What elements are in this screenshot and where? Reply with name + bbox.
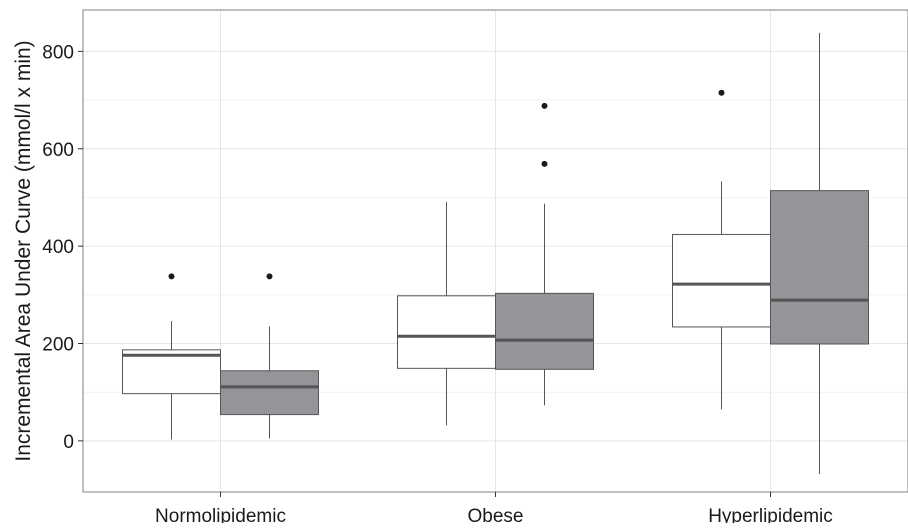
- y-axis-title: Incremental Area Under Curve (mmol/l x m…: [12, 40, 35, 461]
- box-plot: [220, 273, 319, 439]
- y-tick-label: 200: [42, 335, 74, 356]
- box-iqr: [220, 370, 319, 416]
- outlier-point: [168, 273, 175, 280]
- box-iqr: [122, 349, 221, 395]
- box-iqr: [397, 295, 496, 369]
- box-plot: [495, 102, 594, 406]
- y-tick-label: 800: [42, 42, 74, 63]
- y-tick-label: 600: [42, 140, 74, 161]
- box-plot: [397, 201, 496, 426]
- box-iqr: [672, 233, 771, 328]
- x-tick-label: Hyperlipidemic: [708, 506, 833, 523]
- outlier-point: [541, 160, 548, 167]
- box-iqr: [495, 292, 594, 370]
- y-axis: 0 200 400 600 800: [42, 42, 83, 453]
- box-plot: [770, 32, 869, 474]
- x-tick-label: Normolipidemic: [155, 506, 286, 523]
- x-axis: Normolipidemic Obese Hyperlipidemic: [155, 492, 833, 527]
- boxes: [122, 32, 869, 474]
- x-tick-label: Obese: [468, 506, 524, 523]
- outlier-point: [541, 102, 548, 109]
- box-iqr: [770, 190, 869, 345]
- outlier-point: [266, 273, 273, 280]
- y-tick-label: 400: [42, 237, 74, 258]
- box-plot: [122, 273, 221, 440]
- box-plot: [672, 89, 771, 410]
- outlier-point: [718, 89, 725, 96]
- y-tick-label: 0: [63, 432, 74, 453]
